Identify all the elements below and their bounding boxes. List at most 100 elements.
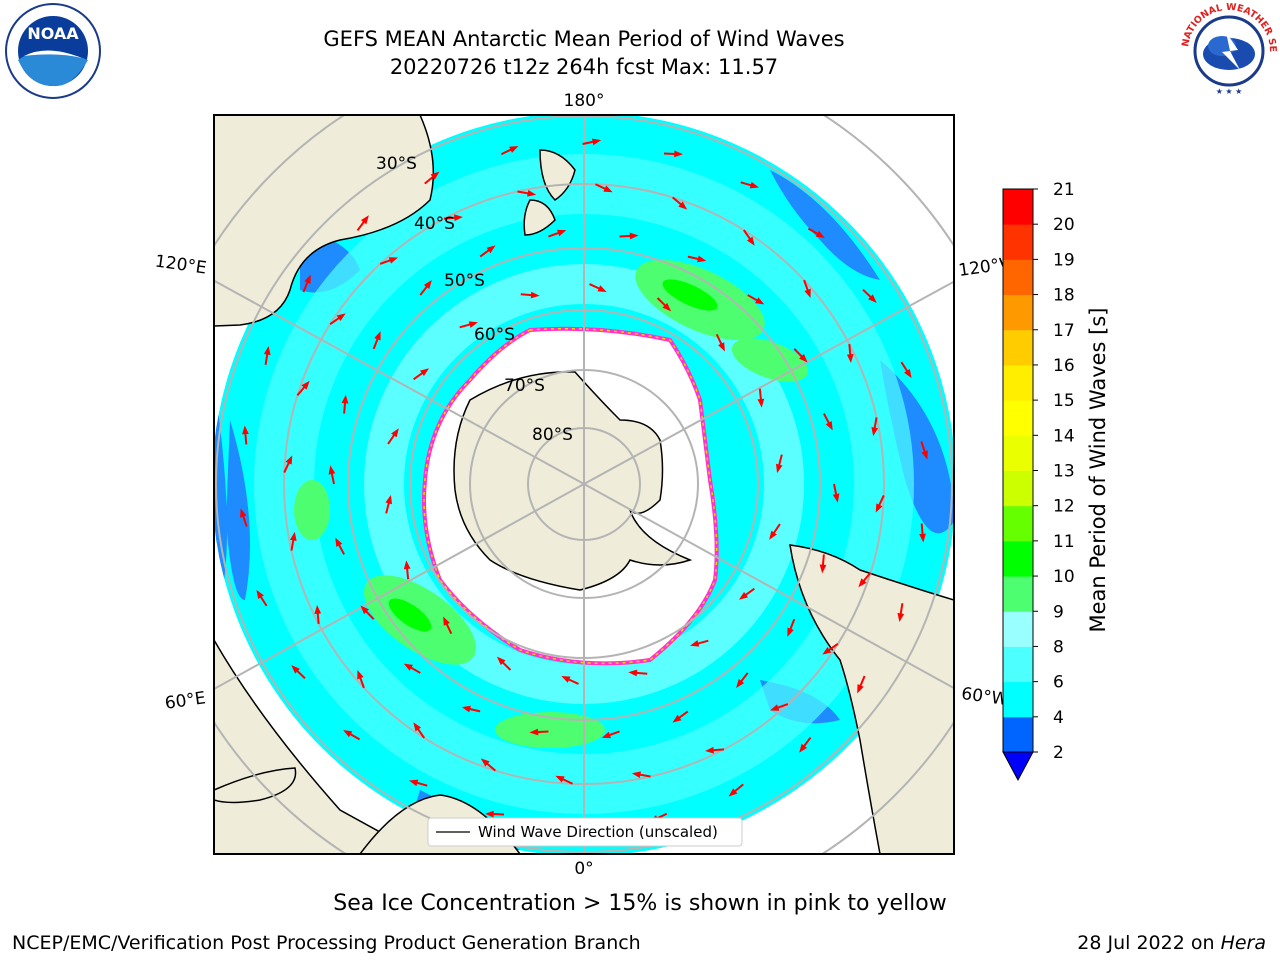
wind-wave-arrow-head [301,380,310,390]
colorbar-extend-triangle [1002,751,1034,782]
wind-wave-arrow-head [597,285,607,292]
colorbar-tick-label: 4 [1053,708,1064,728]
wind-wave-arrow-head [530,291,540,299]
wind-wave-arrow-head [443,616,450,626]
land-new-zealand-south [523,199,556,236]
wind-wave-arrow-head [555,775,565,783]
wind-wave-arrow-head [857,684,864,694]
legend-label: Wind Wave Direction (unscaled) [478,823,718,841]
wind-wave-arrow-head [423,280,432,289]
wind-wave-arrow-head [461,705,471,713]
wind-wave-arrow-head [757,398,765,408]
wind-wave-arrow-head [755,297,765,305]
wind-wave-arrow-head [454,214,463,222]
wind-wave-arrow-head [403,560,411,570]
wind-wave-arrow-head [804,288,811,298]
wind-wave-arrow-head [496,656,506,666]
wind-wave-arrow-head [871,427,879,437]
wind-wave-arrow-head [718,342,725,352]
wind-wave-arrow-head [603,185,613,193]
wind-wave-arrow-head [846,354,854,363]
lat-label-50s: 50°S [444,271,485,291]
footer-machine: Hera [1220,932,1266,954]
wind-wave-arrow-head [357,670,364,680]
colorbar-segment [1003,435,1033,471]
wind-wave-arrow-head [728,788,738,797]
land-africa-southwest [214,638,421,854]
colorbar-segment [1003,470,1033,507]
wind-wave-arrow-head [391,428,399,438]
wind-wave-arrow-head [413,722,422,732]
wind-wave-arrow-head [592,138,602,146]
colorbar-tick-label: 18 [1053,286,1075,306]
chart-title: GEFS MEAN Antarctic Mean Period of Wind … [323,27,845,51]
wind-wave-arrow-head [601,731,612,739]
colorbar: 2 4 6 8 9 10 11 12 13 14 15 16 17 18 19 20 21 [1002,180,1075,782]
wind-wave-arrow-head [799,743,808,753]
wind-wave-arrow-head [304,274,311,284]
wind-wave-arrow-head [556,229,567,237]
wind-wave-arrow-head [509,146,519,153]
colorbar-tick-label: 20 [1053,215,1075,235]
map-frame [213,114,955,855]
wind-wave-arrow-head [629,232,639,240]
wind-wave-arrow-head [897,612,905,623]
lat-label-40s: 40°S [414,214,455,234]
noaa-logo-text: NOAA [27,24,79,43]
wind-wave-arrow-head [690,640,700,647]
wind-wave-arrow-head [374,331,381,341]
colorbar-tick-label: 13 [1053,462,1075,482]
wind-wave-arrow-head [678,201,688,210]
colorbar-segment [1003,576,1033,612]
footer-date: 28 Jul 2022 on Hera [1077,932,1266,954]
colorbar-tick-label: 15 [1053,391,1075,411]
wind-wave-arrow-head [341,394,349,404]
wind-wave-arrow-head [263,345,271,356]
lon-label-0: 0° [574,859,593,879]
wind-wave-arrow-head [705,746,714,754]
wind-wave-arrow-head [770,704,780,711]
wind-wave-arrow-head [697,255,707,263]
noaa-logo: NOAA [5,3,101,99]
colorbar-label: Mean Period of Wind Waves [s] [1086,308,1110,633]
wind-wave-arrow-head [819,564,827,574]
sea-ice-edge-yellow [423,328,718,665]
wind-wave-arrow-head [388,257,398,264]
ocean-low-period-west-2 [226,420,250,600]
period-patch-northeast-core [662,279,718,311]
wind-wave-arrow-head [314,605,322,614]
wind-wave-arrow-head [875,503,883,513]
land-madagascar [214,767,297,804]
wind-wave-arrow-head [485,810,494,818]
colorbar-tick-label: 2 [1053,743,1064,763]
colorbar-segment [1003,505,1033,542]
colorbar-tick-label: 16 [1053,356,1075,376]
lon-label-60w: 60°W [960,684,1009,710]
nws-logo: NATIONAL WEATHER SERVICE ★ ★ ★ [1178,2,1278,98]
wind-wave-arrow-head [799,353,808,363]
svg-text:★ ★ ★: ★ ★ ★ [1216,87,1243,96]
lon-label-180: 180° [564,91,605,111]
colorbar-segment [1003,716,1033,753]
sea-ice-note: Sea Ice Concentration > 15% is shown in … [333,891,947,916]
colorbar-tick-label: 8 [1053,637,1064,657]
wind-wave-arrow-head [919,533,926,543]
wind-wave-arrow-head [328,465,336,475]
wind-wave-arrow-head [242,425,249,435]
wind-wave-arrow-head [921,450,928,460]
wind-wave-arrow-head [787,627,794,637]
wind-wave-arrow-head [240,508,247,518]
colorbar-segment [1003,189,1033,225]
wind-wave-arrow-head [403,663,413,671]
wind-wave-arrow-head [738,591,748,600]
wind-wave-arrow-head [674,150,683,158]
wind-wave-arrow-head [343,729,353,738]
colorbar-tick-label: 17 [1053,321,1075,341]
colorbar-tick-label: 14 [1053,426,1075,446]
colorbar-segment [1003,400,1033,436]
wind-wave-arrow-head [289,531,297,541]
wind-wave-arrow-head [486,245,496,254]
wind-wave-arrow-head [631,771,641,779]
wind-wave-arrow-head [832,493,840,503]
